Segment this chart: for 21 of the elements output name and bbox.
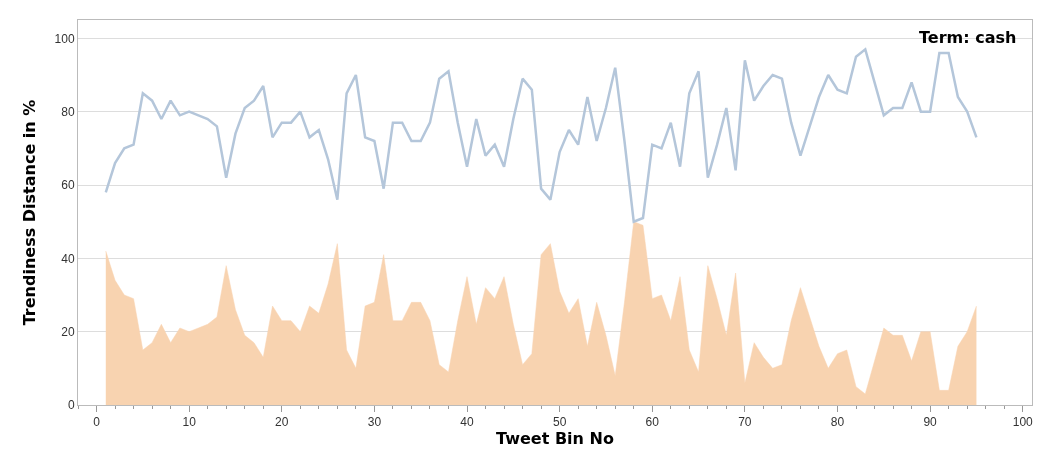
x-tick-label: 30 — [367, 415, 382, 430]
x-tick-label: 50 — [552, 415, 567, 430]
y-tick-label: 80 — [61, 104, 75, 119]
x-axis-title: Tweet Bin No — [496, 429, 614, 449]
x-tick-label: 90 — [923, 415, 938, 430]
annotation: Term: cash — [919, 28, 1017, 47]
y-tick-label: 100 — [54, 31, 75, 46]
y-tick-label: 60 — [61, 178, 75, 193]
y-tick-label: 40 — [61, 251, 75, 266]
x-tick-label: 80 — [830, 415, 845, 430]
x-tick-label: 60 — [645, 415, 660, 430]
x-tick-label: 10 — [182, 415, 197, 430]
y-tick-label: 0 — [67, 398, 75, 413]
x-tick-label: 0 — [93, 415, 101, 430]
x-tick-label: 100 — [1012, 415, 1034, 430]
x-tick-label: 70 — [738, 415, 752, 430]
y-axis-title: Trendiness Distance in % — [20, 99, 40, 326]
y-tick-label: 20 — [61, 324, 75, 339]
x-tick-label: 40 — [460, 415, 474, 430]
x-tick-label: 20 — [275, 415, 289, 430]
line-series — [104, 48, 978, 223]
